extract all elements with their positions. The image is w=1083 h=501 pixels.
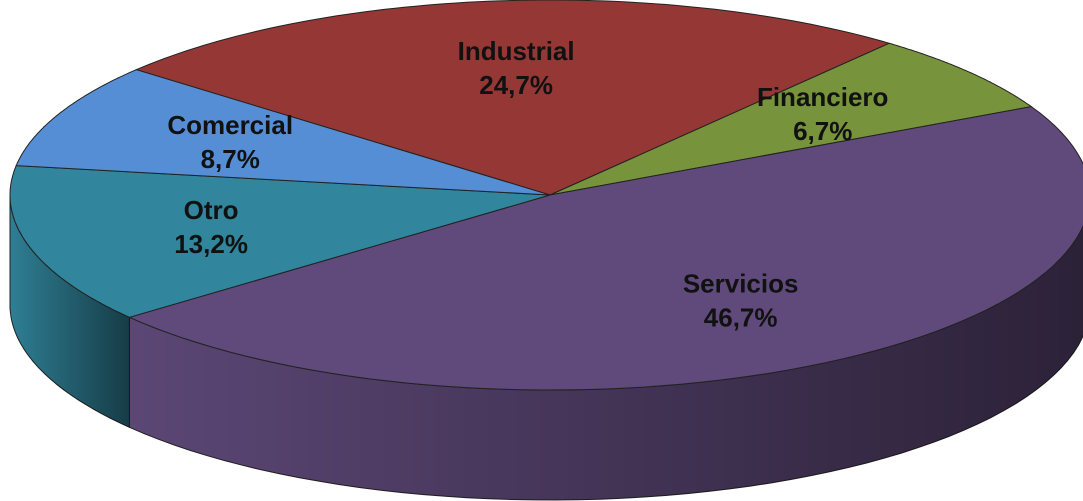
pie-sides bbox=[9, 195, 1083, 501]
value-label: 8,7% bbox=[201, 144, 260, 174]
slice-side-shade bbox=[129, 226, 1083, 500]
value-label: 13,2% bbox=[174, 229, 248, 259]
slice bbox=[9, 165, 551, 318]
slice bbox=[15, 69, 551, 196]
value-label: 24,7% bbox=[479, 70, 553, 100]
slice bbox=[134, 0, 891, 196]
pie-labels: Industrial 24,7% Financiero 6,7% Servicios 46… bbox=[167, 36, 888, 333]
data-label: Industrial 24,7% bbox=[458, 36, 575, 100]
data-label: Otro 13,2% bbox=[174, 195, 248, 259]
data-label: Servicios 46,7% bbox=[683, 268, 799, 332]
data-label: Comercial 8,7% bbox=[167, 110, 293, 174]
category-label: Industrial bbox=[458, 36, 575, 66]
value-label: 6,7% bbox=[793, 116, 852, 146]
category-label: Otro bbox=[184, 195, 239, 225]
category-label: Financiero bbox=[757, 82, 888, 112]
slice bbox=[549, 42, 1033, 196]
category-label: Servicios bbox=[683, 268, 799, 298]
value-label: 46,7% bbox=[704, 302, 778, 332]
data-label: Financiero 6,7% bbox=[757, 82, 888, 146]
category-label: Comercial bbox=[167, 110, 293, 140]
pie-tops bbox=[9, 0, 1083, 391]
slice bbox=[127, 106, 1083, 391]
slice-side-shade bbox=[10, 195, 130, 428]
